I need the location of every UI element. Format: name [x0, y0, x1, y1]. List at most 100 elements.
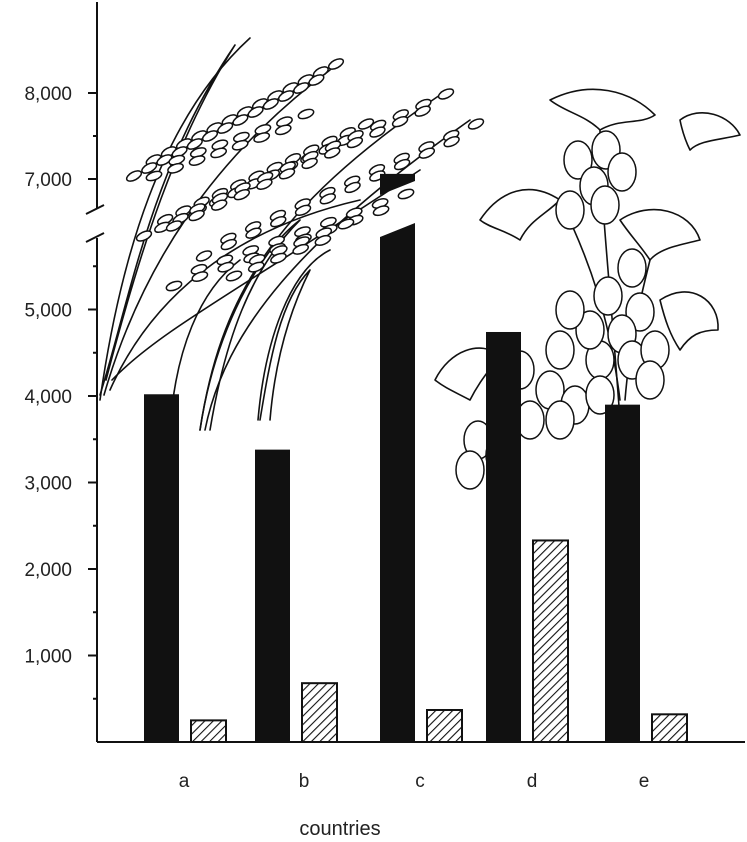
rice-grain	[393, 158, 411, 171]
rice-grain	[314, 234, 332, 246]
bar-hatched	[301, 682, 338, 743]
rice-grain	[247, 261, 265, 273]
rice-grain	[372, 205, 390, 217]
y-tick-label: 1,000	[24, 647, 72, 668]
x-category-label: d	[527, 771, 538, 792]
rice-grain	[414, 105, 431, 117]
fruit-plant-icon	[434, 88, 741, 490]
rice-grain	[247, 106, 264, 118]
bar-solid	[605, 404, 640, 742]
rice-grain	[211, 199, 228, 211]
rice-leaf	[259, 269, 311, 421]
bar-hatched	[532, 539, 569, 744]
x-axis-categories: a b c d e	[179, 771, 650, 792]
rice-grain	[201, 130, 219, 142]
rice-grain	[467, 118, 485, 130]
rice-grain	[225, 270, 243, 282]
rice-stalk	[204, 119, 471, 431]
bar-hatched	[426, 708, 463, 743]
fruit-leaf	[619, 208, 701, 261]
rice-grain	[337, 218, 355, 230]
rice-grain	[324, 147, 341, 159]
y-axis-ticks: 1,000 2,000 3,000 4,000 5,000 7,000 8,000	[24, 84, 97, 700]
y-tick-label: 3,000	[24, 474, 72, 495]
bar-solid	[486, 331, 521, 742]
fruit-leaf	[659, 291, 719, 351]
fruit-berry	[455, 450, 485, 490]
bar-solid	[255, 449, 290, 742]
y-tick-label: 8,000	[24, 84, 72, 105]
rice-grain	[125, 170, 143, 182]
bar-solid	[144, 394, 179, 742]
fruit-berry	[585, 375, 615, 415]
fruit-leaf	[549, 88, 656, 131]
y-tick-label: 2,000	[24, 560, 72, 581]
y-tick-label: 7,000	[24, 170, 72, 191]
rice-grain	[167, 162, 184, 174]
fruit-berry	[555, 190, 585, 230]
fruit-berry	[575, 310, 605, 350]
fruit-berry	[617, 248, 647, 288]
bar-hatched	[651, 713, 688, 744]
rice-grain	[357, 118, 375, 130]
fruit-berry	[593, 276, 623, 316]
axis-break-mark	[85, 204, 105, 215]
rice-grain	[297, 108, 315, 120]
fruit-leaf	[479, 188, 561, 241]
x-axis-title: countries	[299, 818, 380, 840]
rice-grain	[344, 181, 361, 194]
fruit-leaf	[679, 111, 741, 151]
fruit-berry	[545, 400, 575, 440]
rice-grain	[165, 280, 183, 292]
rice-grain	[191, 271, 209, 282]
bar-solid-upper	[380, 173, 415, 195]
rice-grain	[253, 132, 271, 143]
x-category-label: b	[299, 771, 310, 792]
y-tick-label: 4,000	[24, 387, 72, 408]
rice-grain	[294, 204, 312, 216]
bars	[144, 173, 688, 744]
rice-grain	[278, 168, 296, 180]
fruit-berry	[635, 360, 665, 400]
rice-grain	[397, 188, 415, 200]
rice-grain	[195, 250, 213, 262]
rice-leaf	[99, 44, 236, 396]
fruit-berry	[563, 140, 593, 180]
rice-plant-icon	[99, 37, 485, 431]
rice-grain	[135, 230, 153, 242]
rice-grain	[231, 139, 249, 151]
rice-grain	[293, 82, 310, 94]
fruit-berry	[607, 152, 637, 192]
rice-stalk	[111, 169, 421, 381]
axis-break-mark	[85, 232, 105, 243]
rice-grain	[220, 238, 237, 251]
rice-grain	[210, 147, 228, 159]
rice-grain	[245, 227, 262, 239]
rice-grain	[270, 252, 287, 264]
fruit-berry	[545, 330, 575, 370]
rice-grain	[256, 178, 273, 190]
rice-grain	[346, 136, 364, 149]
rice-grain	[274, 124, 292, 136]
fruit-berry	[555, 290, 585, 330]
rice-grain	[437, 88, 455, 100]
rice-grain	[145, 170, 163, 182]
x-category-label: c	[415, 771, 425, 792]
rice-grain	[141, 162, 158, 174]
rice-grain	[319, 193, 337, 205]
rice-stalk	[257, 249, 331, 421]
rice-grain	[188, 155, 206, 166]
rice-grain	[301, 157, 318, 170]
rice-grain	[327, 58, 345, 70]
rice-grain	[165, 220, 183, 232]
rice-grain	[188, 209, 205, 222]
bar-hatched	[190, 719, 227, 743]
rice-grain	[391, 115, 409, 128]
rice-grain	[277, 90, 295, 102]
bar-solid	[380, 223, 415, 742]
rice-grain	[443, 136, 460, 148]
rice-grain	[369, 126, 386, 138]
rice-grain	[292, 243, 309, 255]
rice-grain	[156, 154, 173, 166]
